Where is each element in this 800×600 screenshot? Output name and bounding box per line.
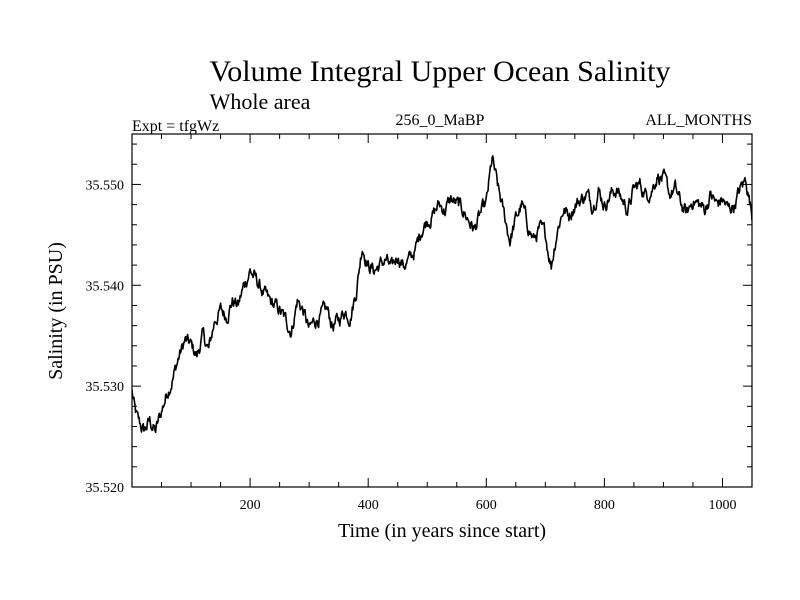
x-tick-label: 800 (594, 498, 615, 513)
chart-subtitle: Whole area (210, 89, 311, 114)
y-axis-ticks: 35.520 35.530 35.540 35.550 (86, 143, 752, 496)
salinity-series-line (132, 155, 752, 434)
y-tick-label: 35.530 (86, 380, 125, 395)
run-label: 256_0_MaBP (396, 112, 485, 129)
x-axis-label: Time (in years since start) (338, 520, 546, 542)
plot-frame (131, 133, 753, 488)
x-tick-label: 200 (240, 498, 261, 513)
chart-title: Volume Integral Upper Ocean Salinity (210, 55, 671, 88)
y-tick-label: 35.520 (86, 481, 125, 496)
y-tick-label: 35.540 (86, 279, 125, 294)
y-axis-label: Salinity (in PSU) (45, 242, 67, 380)
y-tick-label: 35.550 (86, 178, 125, 193)
x-tick-label: 400 (358, 498, 379, 513)
period-label: ALL_MONTHS (645, 112, 752, 129)
x-tick-label: 600 (476, 498, 497, 513)
experiment-label: Expt = tfgWz (132, 118, 219, 135)
x-axis-ticks: 200 400 600 800 1000 (161, 134, 736, 513)
x-tick-label: 1000 (708, 498, 736, 513)
series-group (132, 155, 752, 434)
